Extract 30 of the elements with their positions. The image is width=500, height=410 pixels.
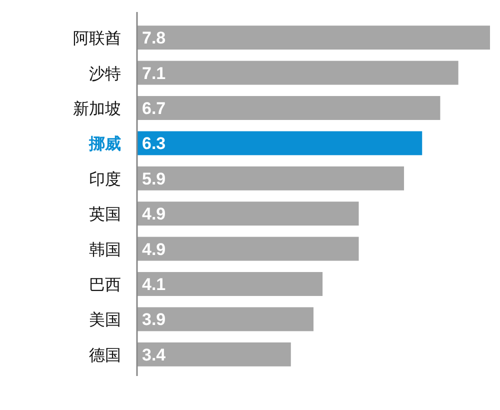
y-tick-label: 沙特 (89, 64, 121, 83)
data-label: 6.7 (142, 99, 166, 118)
y-tick-label: 巴西 (89, 277, 121, 294)
y-tick-label: 韩国 (89, 240, 121, 259)
data-label: 5.9 (142, 169, 166, 188)
y-tick-label: 新加坡 (73, 100, 121, 118)
bar: 6.3 (137, 131, 422, 156)
bar: 4.9 (137, 202, 359, 226)
bar: 6.7 (137, 96, 440, 120)
data-label: 6.3 (142, 134, 166, 154)
data-label: 7.8 (142, 28, 166, 48)
bar: 4.1 (137, 272, 323, 296)
bar: 4.9 (137, 236, 359, 261)
data-label: 7.1 (142, 64, 166, 83)
y-tick-label: 英国 (89, 206, 121, 224)
data-label: 3.9 (142, 310, 166, 330)
bar: 7.8 (137, 26, 490, 50)
bar: 5.9 (137, 166, 404, 190)
y-tick-label: 德国 (89, 347, 121, 364)
data-label: 4.9 (142, 240, 166, 259)
bar: 7.1 (137, 60, 458, 85)
data-label: 3.4 (142, 345, 166, 364)
y-tick-label: 美国 (89, 311, 121, 330)
y-tick-label: 挪威 (88, 135, 121, 154)
y-tick-label: 印度 (89, 170, 121, 188)
bar: 3.4 (137, 342, 291, 366)
y-tick-label: 阿联酋 (73, 30, 121, 48)
data-label: 4.1 (142, 275, 166, 294)
data-label: 4.9 (142, 204, 166, 224)
bar: 3.9 (137, 307, 314, 332)
